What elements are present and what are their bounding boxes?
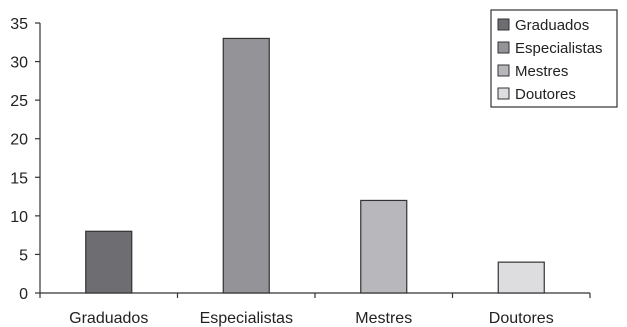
x-tick-label: Doutores [489, 310, 554, 327]
legend-label: Mestres [515, 63, 568, 80]
legend-label: Doutores [515, 86, 576, 103]
legend-swatch [497, 18, 510, 31]
bar-doutores [497, 261, 545, 294]
x-tick-label: Mestres [355, 310, 412, 327]
legend-label: Graduados [515, 17, 589, 34]
y-tick-label: 25 [10, 93, 28, 110]
y-tick-label: 30 [10, 55, 28, 72]
bar-especialistas [222, 37, 270, 294]
legend-swatch [497, 87, 510, 100]
legend-label: Especialistas [515, 40, 603, 57]
bar-graduados [85, 230, 133, 294]
x-tick-label: Graduados [69, 310, 148, 327]
bars [85, 37, 545, 294]
y-tick-label: 5 [19, 247, 28, 264]
legend-box [490, 9, 618, 108]
legend-swatch [497, 64, 510, 77]
y-tick-label: 15 [10, 170, 28, 187]
y-tick-label: 0 [19, 286, 28, 303]
y-axis: 0 5 10 15 20 25 30 35 [10, 16, 41, 303]
x-axis: Graduados Especialistas Mestres Doutores [39, 292, 591, 327]
y-tick-label: 10 [10, 209, 28, 226]
y-tick-label: 20 [10, 132, 28, 149]
legend: Graduados Especialistas Mestres Doutores [490, 9, 618, 108]
legend-swatch [497, 41, 510, 54]
bar-mestres [360, 199, 408, 294]
x-tick-label: Especialistas [200, 310, 293, 327]
y-tick-label: 35 [10, 16, 28, 33]
